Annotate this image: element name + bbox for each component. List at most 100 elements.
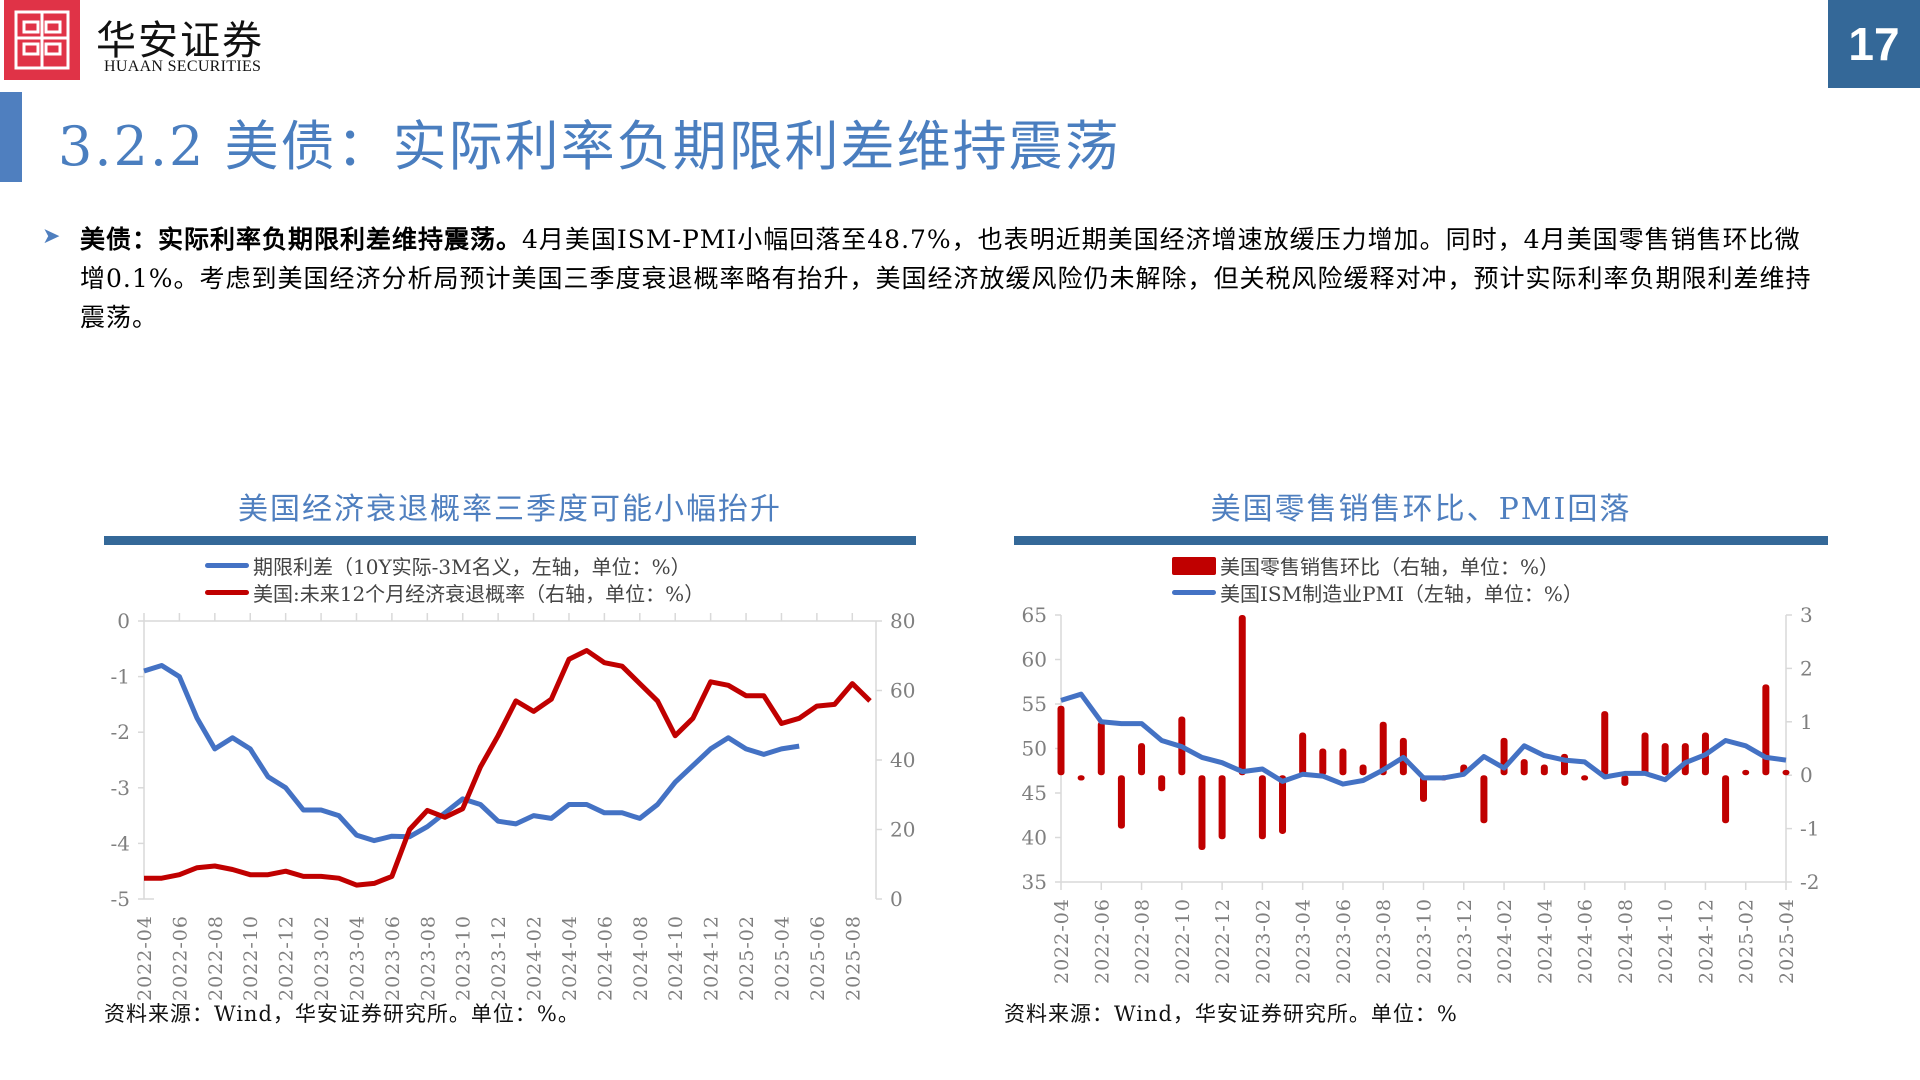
x-tick-label: 2025-08 [842,915,864,1000]
legend-label: 美国零售销售环比（右轴，单位：%） [1220,555,1560,579]
brand-name-en: HUAAN SECURITIES [104,58,262,75]
x-tick-label: 2025-02 [736,915,758,1000]
x-tick-label: 2022-08 [1132,898,1154,984]
x-tick-label: 2023-06 [382,915,404,1000]
retail-bar [1138,743,1146,776]
retail-bar [1762,684,1770,776]
y-tick-label: -2 [111,720,130,744]
retail-bar [1540,764,1548,776]
retail-bar [1057,705,1065,776]
legend-item-spread: 期限利差（10Y实际-3M名义，左轴，单位：%） [205,552,704,579]
retail-bar [1742,769,1750,776]
x-tick-label: 2023-10 [453,915,475,1000]
legend-item-retail: 美国零售销售环比（右轴，单位：%） [1172,552,1583,579]
x-tick-label: 2023-06 [1333,898,1355,984]
retail-bar [1198,775,1206,850]
x-tick-label: 2024-12 [701,915,723,1000]
x-tick-label: 2023-04 [346,915,368,1000]
y-tick-label: -1 [1800,817,1819,841]
legend-swatch-red [205,590,249,595]
retail-bar [1238,615,1246,776]
x-tick-label: 2022-08 [205,915,227,1000]
x-tick-label: 2025-04 [1776,898,1798,984]
retail-bar [1621,775,1629,786]
x-tick-label: 2024-12 [1695,898,1717,984]
x-tick-label: 2024-10 [665,915,687,1000]
y-tick-label: 35 [1022,870,1047,894]
x-tick-label: 2022-06 [1091,898,1113,984]
x-tick-label: 2023-02 [1252,898,1274,984]
x-tick-label: 2023-02 [311,915,333,1000]
summary-text: 4月美国ISM-PMI小幅回落至48.7%，也表明近期美国经济增速放缓压力增加。… [80,225,1812,332]
legend-label: 美国ISM制造业PMI（左轴，单位：%） [1220,582,1583,606]
x-tick-label: 2024-02 [1494,898,1516,984]
retail-bar [1641,732,1649,776]
legend-label: 美国:未来12个月经济衰退概率（右轴，单位：%） [253,582,705,606]
y-tick-label: -2 [1800,870,1819,894]
brand-name-cn: 华安证券 [96,18,264,64]
x-tick-label: 2022-04 [1051,898,1073,984]
retail-bar [1359,764,1367,776]
x-tick-label: 2023-08 [1373,898,1395,984]
title-accent-bar [0,92,22,182]
right-chart-rule [1014,536,1828,545]
x-tick-label: 2022-04 [134,915,156,1000]
retail-bar [1117,775,1125,829]
left-chart-plot: 0 -1 -2 -3 -4 -5 80 60 40 20 0 2022-04 2022-06 2022-0… [111,609,916,1000]
y-tick-label: 3 [1800,603,1813,627]
y-tick-label: 80 [890,609,915,633]
retail-bar [1158,775,1166,792]
x-tick-label: 2025-02 [1736,898,1758,984]
y-tick-label: 60 [1022,648,1047,672]
retail-bar [1077,775,1085,781]
y-tick-label: 20 [890,818,915,842]
right-chart-title: 美国零售销售环比、PMI回落 [1210,492,1632,527]
x-tick-label: 2024-10 [1655,898,1677,984]
x-tick-label: 2024-06 [1575,898,1597,984]
x-tick-label: 2024-04 [559,915,581,1000]
x-tick-label: 2024-08 [1615,898,1637,984]
y-tick-label: 0 [117,609,130,633]
y-tick-label: 0 [890,887,903,911]
y-tick-label: 65 [1022,603,1047,627]
x-tick-label: 2022-10 [1172,898,1194,984]
y-tick-label: 60 [890,679,915,703]
legend-swatch-blue [205,563,249,568]
x-tick-label: 2023-12 [1454,898,1476,984]
series-line [144,648,872,888]
y-tick-label: 2 [1800,656,1813,680]
y-tick-label: 45 [1022,781,1047,805]
retail-bar [1722,775,1730,824]
retail-bar [1520,759,1528,776]
x-tick-label: 2024-06 [594,915,616,1000]
x-tick-label: 2022-06 [169,915,191,1000]
bullet-arrow-icon: ➤ [42,224,61,249]
legend-item-pmi: 美国ISM制造业PMI（左轴，单位：%） [1172,579,1583,606]
retail-bar [1420,775,1427,802]
retail-bar [1097,721,1105,776]
retail-bar [1279,775,1287,834]
legend-label: 期限利差（10Y实际-3M名义，左轴，单位：%） [253,555,691,579]
retail-bar [1258,775,1266,840]
x-tick-label: 2025-06 [807,915,829,1000]
y-tick-label: 50 [1022,737,1047,761]
summary-lead: 美债：实际利率负期限利差维持震荡。 [80,225,523,254]
retail-bar [1299,732,1307,776]
retail-bar [1218,775,1226,840]
retail-bar [1319,748,1327,776]
x-tick-label: 2024-08 [630,915,652,1000]
legend-item-recession: 美国:未来12个月经济衰退概率（右轴，单位：%） [205,579,704,606]
x-tick-label: 2022-12 [1212,898,1234,984]
series-line [143,663,800,844]
x-tick-label: 2023-08 [417,915,439,1000]
retail-bar [1661,743,1669,776]
x-tick-label: 2022-12 [276,915,298,1000]
summary-paragraph: 美债：实际利率负期限利差维持震荡。4月美国ISM-PMI小幅回落至48.7%，也… [80,220,1820,337]
right-chart-source: 资料来源：Wind，华安证券研究所。单位：% [1004,1002,1458,1026]
left-chart-legend: 期限利差（10Y实际-3M名义，左轴，单位：%） 美国:未来12个月经济衰退概率… [205,552,704,606]
y-tick-label: 40 [890,748,915,772]
y-tick-label: -5 [111,887,130,911]
page-number: 17 [1828,0,1920,88]
logo-icon [14,10,70,70]
y-tick-label: 55 [1022,692,1047,716]
